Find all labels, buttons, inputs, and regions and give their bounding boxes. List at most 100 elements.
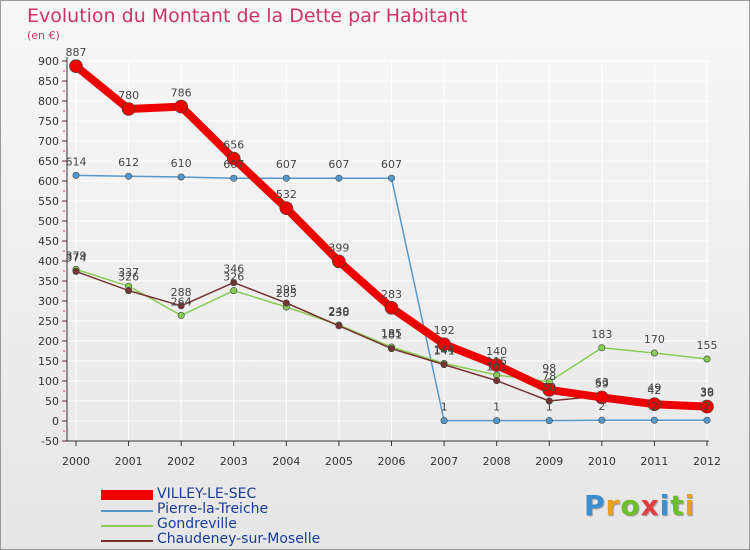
y-tick-label: 300: [38, 295, 59, 308]
y-minor-tick: [63, 280, 65, 282]
data-label-gondreville: 144: [434, 343, 455, 356]
y-minor-tick: [63, 190, 65, 192]
y-minor-tick: [63, 160, 65, 162]
y-minor-tick: [63, 290, 65, 292]
data-point-chaudeney-sur-moselle: [282, 299, 290, 307]
y-tick-label: -50: [41, 435, 59, 448]
data-point-villey-le-sec: [384, 300, 399, 315]
data-point-villey-le-sec: [279, 201, 294, 215]
data-label-villey-le-sec: 59: [595, 377, 609, 390]
y-minor-tick: [63, 340, 65, 342]
logo-letter: t: [670, 489, 685, 522]
data-point-villey-le-sec: [121, 102, 136, 116]
proxiti-logo: Proxiti: [584, 489, 695, 522]
data-point-villey-le-sec: [489, 358, 504, 372]
data-label-gondreville: 185: [381, 327, 402, 340]
y-minor-tick: [63, 250, 65, 252]
data-label-gondreville: 379: [66, 249, 87, 262]
y-minor-tick: [63, 80, 65, 82]
logo-letter: i: [659, 489, 671, 522]
y-minor-tick: [63, 380, 65, 382]
data-label-chaudeney-sur-moselle: 50: [542, 381, 556, 394]
y-minor-tick: [63, 390, 65, 392]
chart-title: Evolution du Montant de la Dette par Hab…: [27, 5, 468, 27]
x-tick-label: 2006: [378, 455, 406, 468]
data-point-chaudeney-sur-moselle: [72, 267, 80, 275]
x-tick-label: 2010: [588, 455, 616, 468]
data-point-villey-le-sec: [332, 254, 346, 269]
data-label-gondreville: 337: [118, 266, 139, 279]
y-minor-tick: [63, 370, 65, 372]
data-label-villey-le-sec: 140: [486, 345, 507, 358]
data-label-villey-le-sec: 656: [223, 139, 244, 152]
logo-letter: o: [620, 489, 641, 522]
x-tick-label: 2008: [483, 455, 511, 468]
data-point-chaudeney-sur-moselle: [440, 361, 448, 369]
data-point-chaudeney-sur-moselle: [387, 345, 395, 353]
y-minor-tick: [63, 240, 65, 242]
y-minor-tick: [63, 260, 65, 262]
data-point-chaudeney-sur-moselle: [125, 287, 133, 295]
data-point-pierre-la-treiche: [493, 417, 501, 425]
data-point-chaudeney-sur-moselle: [493, 377, 501, 385]
y-tick-label: 850: [38, 75, 59, 88]
x-tick-label: 2004: [272, 455, 300, 468]
y-minor-tick: [63, 180, 65, 182]
data-point-villey-le-sec: [700, 399, 714, 414]
x-tick-label: 2002: [167, 455, 195, 468]
y-tick-label: 150: [38, 355, 59, 368]
y-minor-tick: [63, 210, 65, 212]
y-tick-label: 550: [38, 195, 59, 208]
x-tick-label: 2005: [325, 455, 353, 468]
x-tick-label: 2007: [430, 455, 458, 468]
y-tick-label: 50: [45, 395, 59, 408]
data-label-chaudeney-sur-moselle: 141: [434, 345, 455, 358]
y-tick-label: 100: [38, 375, 59, 388]
y-minor-tick: [63, 350, 65, 352]
data-label-villey-le-sec: 283: [381, 288, 402, 301]
data-point-chaudeney-sur-moselle: [335, 322, 343, 330]
y-minor-tick: [63, 360, 65, 362]
data-label-pierre-la-treiche: 1: [546, 401, 553, 414]
legend-label-villey-le-sec: VILLEY-LE-SEC: [157, 486, 257, 502]
legend-swatch-pierre-la-treiche: [101, 510, 153, 512]
data-label-chaudeney-sur-moselle: 374: [66, 251, 87, 264]
y-minor-tick: [63, 100, 65, 102]
data-label-villey-le-sec: 786: [171, 87, 192, 100]
y-minor-tick: [63, 110, 65, 112]
data-point-chaudeney-sur-moselle: [177, 302, 185, 310]
y-tick-label: 500: [38, 215, 59, 228]
y-tick-label: 600: [38, 175, 59, 188]
data-label-villey-le-sec: 399: [328, 241, 349, 254]
data-point-pierre-la-treiche: [177, 173, 185, 181]
x-tick-label: 2009: [535, 455, 563, 468]
data-point-pierre-la-treiche: [650, 416, 658, 424]
data-point-pierre-la-treiche: [545, 417, 553, 425]
logo-letter: x: [640, 489, 660, 522]
data-point-chaudeney-sur-moselle: [230, 279, 238, 287]
data-point-gondreville: [650, 349, 658, 357]
y-minor-tick: [63, 270, 65, 272]
y-minor-tick: [63, 220, 65, 222]
y-minor-tick: [63, 430, 65, 432]
logo-letter: P: [584, 489, 606, 522]
data-label-pierre-la-treiche: 1: [493, 401, 500, 414]
legend-swatch-chaudeney-sur-moselle: [101, 540, 153, 542]
data-point-gondreville: [230, 287, 238, 295]
data-label-gondreville: 264: [171, 295, 192, 308]
y-tick-label: 0: [52, 415, 59, 428]
y-tick-label: 450: [38, 235, 59, 248]
y-minor-tick: [63, 170, 65, 172]
data-label-chaudeney-sur-moselle: 288: [171, 286, 192, 299]
data-label-pierre-la-treiche: 607: [223, 158, 244, 171]
data-point-pierre-la-treiche: [282, 174, 290, 182]
data-point-villey-le-sec: [542, 382, 557, 397]
data-point-pierre-la-treiche: [703, 416, 711, 424]
data-label-pierre-la-treiche: 614: [66, 155, 87, 168]
data-label-pierre-la-treiche: 607: [328, 158, 349, 171]
data-point-villey-le-sec: [174, 99, 188, 114]
data-point-pierre-la-treiche: [387, 174, 395, 182]
data-label-chaudeney-sur-moselle: 181: [381, 329, 402, 342]
